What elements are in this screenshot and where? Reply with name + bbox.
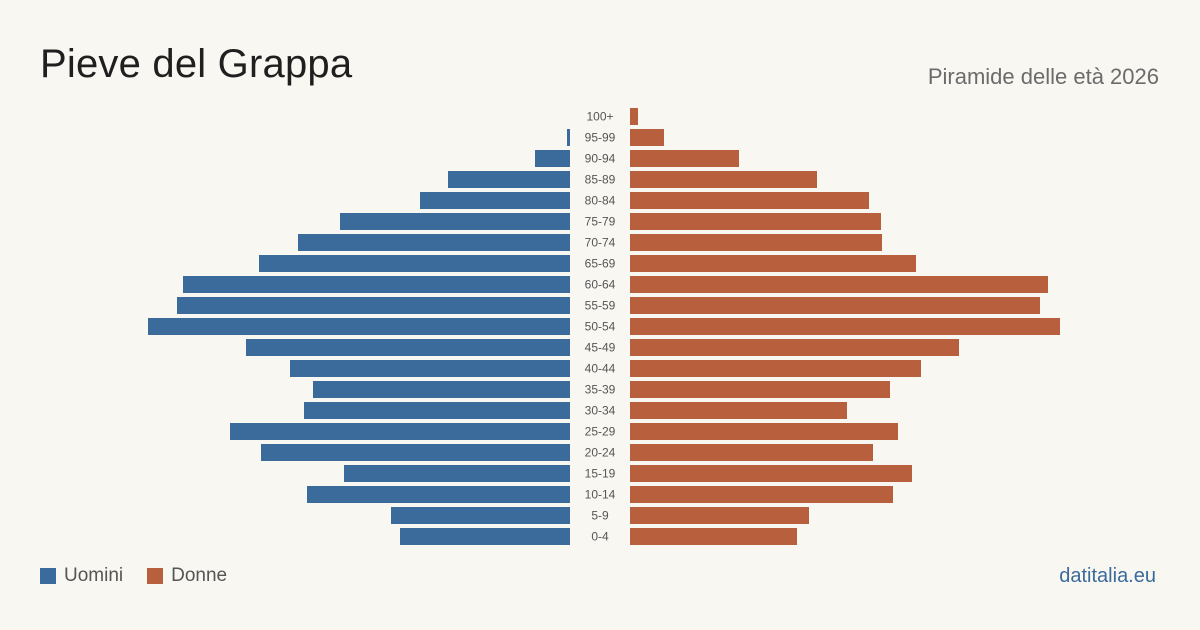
- brand-link[interactable]: datitalia.eu: [1059, 565, 1156, 587]
- legend-item-women: Donne: [147, 565, 227, 587]
- age-label-5-9: 5-9: [591, 509, 609, 523]
- bar-men-0-4: [400, 528, 570, 545]
- bar-women-20-24: [630, 444, 873, 461]
- age-label-60-64: 60-64: [585, 278, 616, 292]
- age-label-40-44: 40-44: [585, 362, 616, 376]
- age-label-35-39: 35-39: [585, 383, 616, 397]
- bar-men-85-89: [448, 171, 570, 188]
- bar-women-85-89: [630, 171, 817, 188]
- bar-women-95-99: [630, 129, 664, 146]
- bar-men-10-14: [307, 486, 570, 503]
- age-label-50-54: 50-54: [585, 320, 616, 334]
- bar-men-50-54: [148, 318, 570, 335]
- bar-men-60-64: [183, 276, 570, 293]
- bar-men-95-99: [567, 129, 570, 146]
- bar-women-75-79: [630, 213, 881, 230]
- bar-women-15-19: [630, 465, 912, 482]
- legend-swatch-women: [147, 568, 164, 584]
- bar-women-30-34: [630, 402, 847, 419]
- chart-subtitle: Piramide delle età 2026: [927, 64, 1159, 89]
- bar-women-65-69: [630, 255, 916, 272]
- bar-women-10-14: [630, 486, 893, 503]
- bar-women-25-29: [630, 423, 898, 440]
- age-label-70-74: 70-74: [585, 236, 616, 250]
- age-label-0-4: 0-4: [591, 530, 609, 544]
- bar-men-65-69: [259, 255, 570, 272]
- bar-men-35-39: [313, 381, 570, 398]
- age-label-75-79: 75-79: [585, 215, 616, 229]
- bar-men-30-34: [304, 402, 570, 419]
- bar-men-15-19: [344, 465, 570, 482]
- age-label-55-59: 55-59: [585, 299, 616, 313]
- bar-men-40-44: [290, 360, 570, 377]
- bar-men-45-49: [246, 339, 570, 356]
- age-label-30-34: 30-34: [585, 404, 616, 418]
- legend-label-men: Uomini: [64, 565, 124, 586]
- legend-swatch-men: [40, 568, 56, 584]
- bar-women-90-94: [630, 150, 739, 167]
- age-label-15-19: 15-19: [585, 467, 616, 481]
- legend-item-men: Uomini: [40, 565, 123, 587]
- bar-men-80-84: [420, 192, 570, 209]
- age-label-25-29: 25-29: [585, 425, 616, 439]
- age-label-100+: 100+: [586, 110, 613, 124]
- age-label-20-24: 20-24: [585, 446, 616, 460]
- bar-women-80-84: [630, 192, 869, 209]
- bar-women-100+: [630, 108, 638, 125]
- bar-men-90-94: [535, 150, 570, 167]
- bar-women-55-59: [630, 297, 1040, 314]
- bar-women-70-74: [630, 234, 882, 251]
- age-label-80-84: 80-84: [585, 194, 616, 208]
- bar-women-0-4: [630, 528, 797, 545]
- bar-women-35-39: [630, 381, 890, 398]
- bar-men-25-29: [230, 423, 570, 440]
- age-label-45-49: 45-49: [585, 341, 616, 355]
- bar-women-50-54: [630, 318, 1060, 335]
- age-label-95-99: 95-99: [585, 131, 616, 145]
- bar-women-45-49: [630, 339, 959, 356]
- bar-women-40-44: [630, 360, 921, 377]
- age-label-85-89: 85-89: [585, 173, 616, 187]
- bar-women-60-64: [630, 276, 1048, 293]
- age-label-90-94: 90-94: [585, 152, 616, 166]
- bar-men-55-59: [177, 297, 570, 314]
- bar-women-5-9: [630, 507, 809, 524]
- age-label-10-14: 10-14: [585, 488, 616, 502]
- legend: Uomini Donne: [40, 565, 251, 587]
- chart-title: Pieve del Grappa: [40, 42, 353, 86]
- bar-men-5-9: [391, 507, 570, 524]
- legend-label-women: Donne: [171, 565, 228, 586]
- age-label-65-69: 65-69: [585, 257, 616, 271]
- bar-men-70-74: [298, 234, 570, 251]
- bar-men-20-24: [261, 444, 570, 461]
- bar-men-75-79: [340, 213, 570, 230]
